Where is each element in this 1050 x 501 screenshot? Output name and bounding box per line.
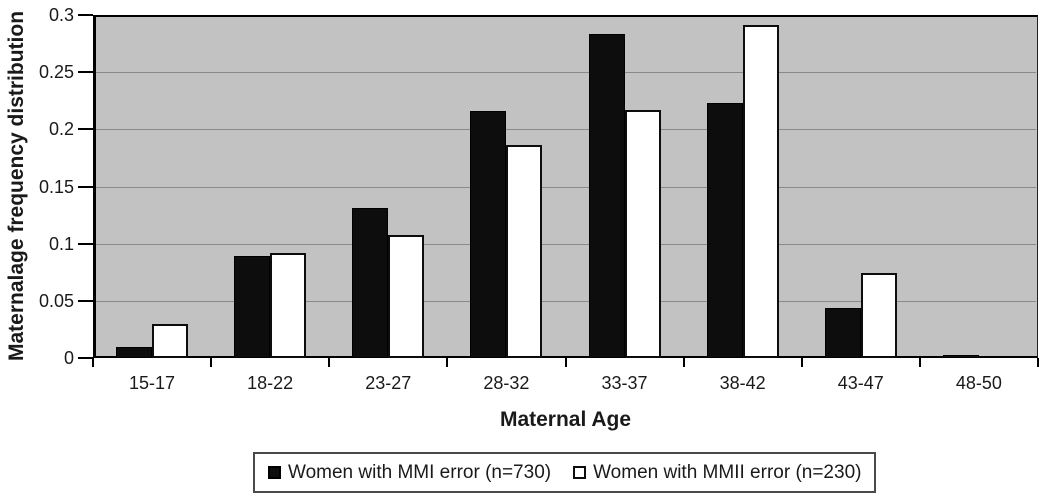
legend-item-mmi: Women with MMI error (n=730) xyxy=(268,462,551,484)
bar-mmii-18-22 xyxy=(270,252,307,358)
y-gridline xyxy=(96,300,1036,302)
legend-label-mmi: Women with MMI error (n=730) xyxy=(288,461,552,483)
x-axis-tick xyxy=(682,358,685,367)
x-axis-tick xyxy=(918,358,921,367)
y-gridline xyxy=(96,243,1036,245)
y-axis-tick xyxy=(78,128,93,131)
x-axis-tick xyxy=(1037,358,1039,367)
bar-mmi-33-37 xyxy=(588,34,625,358)
y-gridline xyxy=(96,129,1036,131)
x-axis-tick xyxy=(800,358,803,367)
x-axis-tick xyxy=(92,358,94,367)
y-tick-label: 0.05 xyxy=(38,290,74,311)
bar-mmi-28-32 xyxy=(470,111,507,358)
x-axis-tick xyxy=(564,358,567,367)
white-square-icon xyxy=(573,466,587,479)
x-axis-tick xyxy=(210,358,213,367)
bar-mmi-18-22 xyxy=(234,256,271,358)
y-tick-label: 0.1 xyxy=(48,233,74,254)
legend: Women with MMI error (n=730) Women with … xyxy=(253,452,877,493)
x-axis-tick xyxy=(328,358,331,367)
x-tick-label: 48-50 xyxy=(955,373,1002,393)
y-tick-label: 0.15 xyxy=(38,176,74,197)
y-tick-label: 0.25 xyxy=(38,62,74,83)
x-tick-label: 18-22 xyxy=(247,373,294,393)
y-axis-tick xyxy=(78,242,93,245)
legend-item-mmii: Women with MMII error (n=230) xyxy=(573,462,861,484)
bar-mmii-23-27 xyxy=(388,234,425,358)
y-axis-tick xyxy=(78,357,93,359)
bar-mmi-23-27 xyxy=(352,208,389,358)
x-tick-label: 38-42 xyxy=(719,373,766,393)
x-axis-tick xyxy=(446,358,449,367)
bar-mmi-15-17 xyxy=(116,346,153,358)
bar-mmi-38-42 xyxy=(706,103,743,358)
y-tick-label: 0.3 xyxy=(48,5,74,25)
x-tick-label: 28-32 xyxy=(483,373,530,393)
y-gridline xyxy=(96,72,1036,74)
x-tick-label: 33-37 xyxy=(601,373,648,393)
bar-mmii-43-47 xyxy=(860,273,897,358)
y-axis-tick xyxy=(78,185,93,188)
x-axis-title: Maternal Age xyxy=(499,408,632,431)
y-gridline xyxy=(96,186,1036,188)
bar-mmii-38-42 xyxy=(742,25,779,358)
bar-mmi-48-50 xyxy=(942,354,979,358)
y-axis-tick xyxy=(78,14,93,16)
bar-mmii-28-32 xyxy=(506,145,543,358)
y-tick-label: 0.2 xyxy=(48,119,74,140)
y-axis-tick xyxy=(78,299,93,302)
x-tick-label: 15-17 xyxy=(129,373,176,393)
bar-mmi-43-47 xyxy=(824,307,861,358)
y-tick-label: 0 xyxy=(63,348,74,368)
bar-mmii-15-17 xyxy=(152,323,189,358)
legend-label-mmii: Women with MMII error (n=230) xyxy=(593,461,862,483)
x-tick-label: 23-27 xyxy=(365,373,412,393)
y-axis-tick xyxy=(78,71,93,74)
bar-mmii-33-37 xyxy=(624,109,661,358)
black-square-icon xyxy=(268,466,281,479)
x-tick-label: 43-47 xyxy=(837,373,884,393)
